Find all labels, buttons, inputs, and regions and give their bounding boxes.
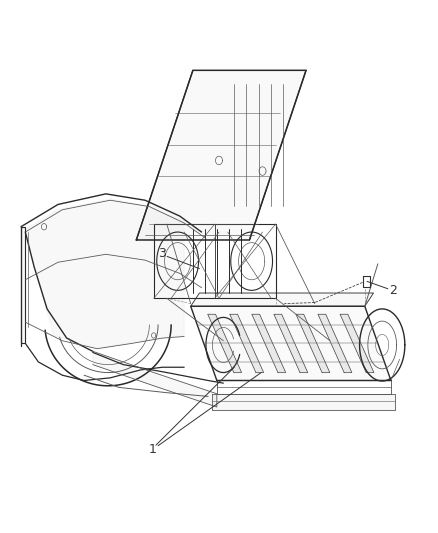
Polygon shape bbox=[191, 293, 374, 306]
Polygon shape bbox=[212, 394, 395, 410]
Polygon shape bbox=[136, 70, 306, 240]
Polygon shape bbox=[191, 306, 391, 381]
Polygon shape bbox=[93, 351, 217, 407]
Polygon shape bbox=[274, 314, 308, 373]
Polygon shape bbox=[25, 199, 184, 349]
Polygon shape bbox=[230, 314, 264, 373]
Polygon shape bbox=[252, 314, 286, 373]
Polygon shape bbox=[318, 314, 352, 373]
Polygon shape bbox=[296, 314, 330, 373]
Text: 2: 2 bbox=[389, 284, 397, 297]
Polygon shape bbox=[208, 314, 242, 373]
Polygon shape bbox=[21, 227, 25, 343]
Text: 1: 1 bbox=[149, 443, 157, 456]
Text: 3: 3 bbox=[159, 247, 166, 260]
Polygon shape bbox=[340, 314, 374, 373]
